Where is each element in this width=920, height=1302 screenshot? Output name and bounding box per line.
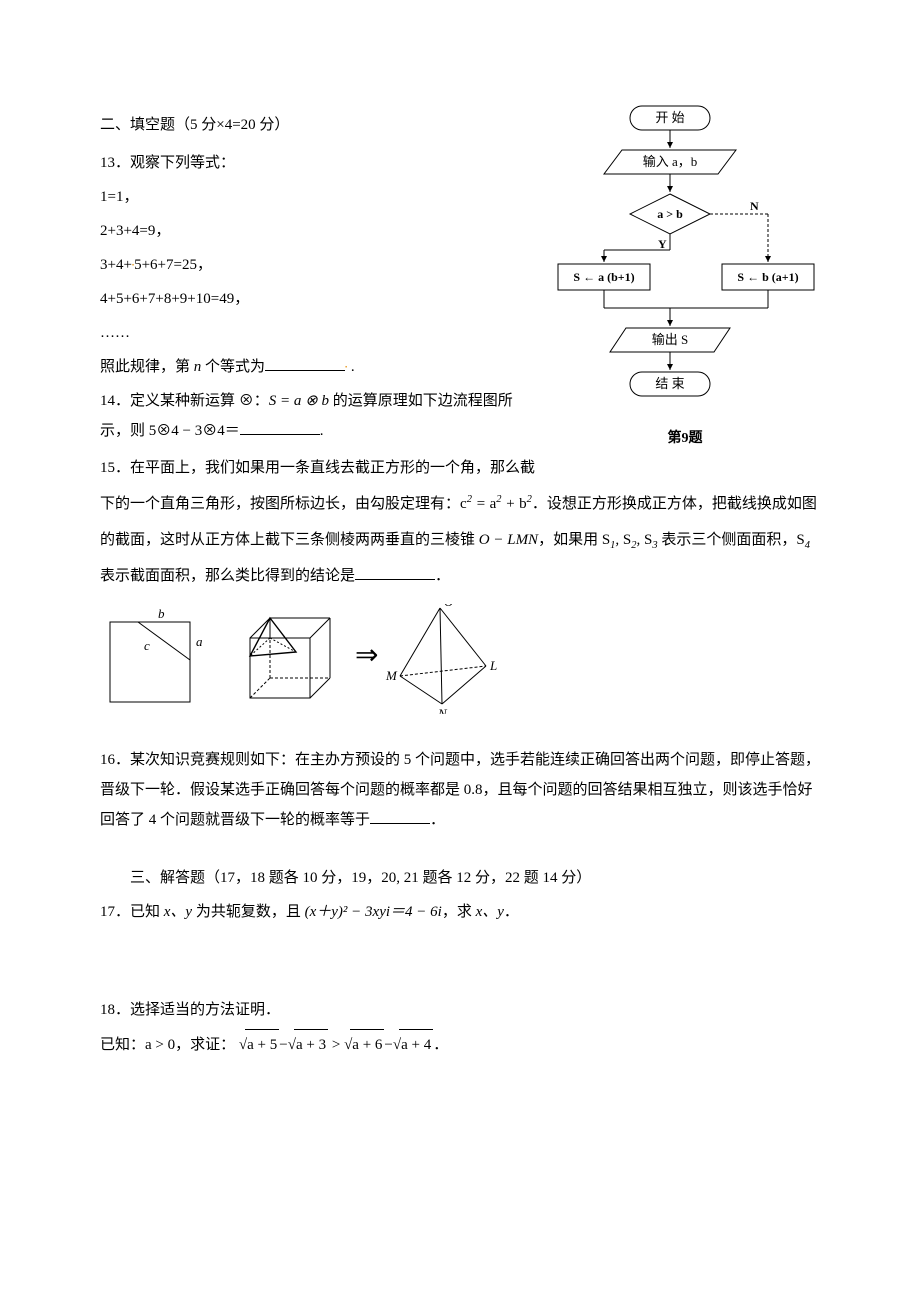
- lbl-M: M: [385, 668, 398, 683]
- flow-start: 开 始: [655, 110, 684, 125]
- flow-yes: Y: [658, 237, 667, 251]
- flow-no: N: [750, 199, 759, 213]
- q16-blank: [370, 809, 430, 824]
- flow-cond: a > b: [657, 207, 683, 221]
- flow-input: 输入 a，b: [643, 154, 698, 169]
- q15-blank: [355, 565, 435, 580]
- lbl-a: a: [196, 634, 203, 649]
- flowchart-caption: 第9题: [550, 425, 820, 453]
- flow-right: S ← b (a+1): [737, 270, 798, 284]
- q13-line-2b: 5+6+7=25，: [134, 257, 212, 273]
- lbl-N: N: [437, 706, 448, 714]
- flow-left: S ← a (b+1): [573, 270, 634, 284]
- flow-output: 输出 S: [652, 332, 688, 347]
- q15: 15．在平面上，我们如果用一条直线去截正方形的一个角，那么截下的一个直角三角形，…: [100, 450, 820, 594]
- q14-blank: [240, 420, 320, 435]
- flowchart-figure: 开 始 输入 a，b a > b Y N S ← a (b+1) S ← b (…: [550, 100, 820, 453]
- q15-diagrams: b a c ⇒: [100, 604, 820, 725]
- dot-icon: ▪: [345, 365, 347, 371]
- q16: 16．某次知识竞赛规则如下：在主办方预设的 5 个问题中，选手若能连续正确回答出…: [100, 745, 820, 835]
- flow-end: 结 束: [655, 376, 684, 391]
- q13-blank: [265, 356, 345, 371]
- lbl-L: L: [489, 658, 497, 673]
- lbl-c: c: [144, 638, 150, 653]
- section3-title: 三、解答题（17，18 题各 10 分，19，20, 21 题各 12 分，22…: [100, 863, 820, 893]
- q18-a: 18．选择适当的方法证明．: [100, 995, 820, 1025]
- lbl-O: O: [444, 604, 454, 609]
- flowchart-svg: 开 始 输入 a，b a > b Y N S ← a (b+1) S ← b (…: [550, 100, 820, 410]
- q18-b: 已知：a > 0，求证： √a + 5−√a + 3 > √a + 6−√a +…: [100, 1029, 820, 1060]
- arrow-icon: ⇒: [355, 640, 378, 671]
- q13-line-2a: 3+4+: [100, 257, 132, 273]
- q17: 17．已知 x、y 为共轭复数，且 (x＋y)² − 3xyi＝4 − 6i，求…: [100, 897, 820, 927]
- lbl-b: b: [158, 606, 165, 621]
